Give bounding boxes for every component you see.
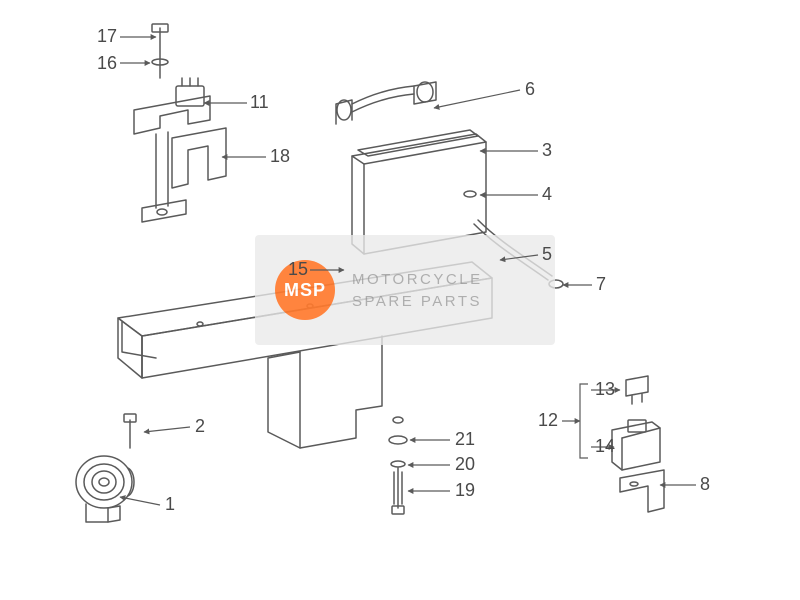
watermark-logo-text: MSP: [284, 280, 326, 300]
part-bracket-18: [172, 128, 226, 188]
callout-8: 8: [700, 474, 710, 494]
callout-17: 17: [97, 26, 117, 46]
watermark: MSP MOTORCYCLE SPARE PARTS: [255, 235, 555, 345]
exploded-diagram: MSP MOTORCYCLE SPARE PARTS 1716111863457…: [0, 0, 800, 600]
callout-20: 20: [455, 454, 475, 474]
callout-18: 18: [270, 146, 290, 166]
callout-bracket-12: [580, 384, 588, 458]
part-fuse-13: [626, 376, 648, 404]
part-screw-17: [152, 24, 168, 78]
callout-13: 13: [595, 379, 615, 399]
part-horn-1: [76, 456, 134, 522]
callout-1: 1: [165, 494, 175, 514]
callout-4: 4: [542, 184, 552, 204]
callout-19: 19: [455, 480, 475, 500]
callout-21: 21: [455, 429, 475, 449]
callout-16: 16: [97, 53, 117, 73]
part-strap-6: [336, 82, 436, 124]
callout-2: 2: [195, 416, 205, 436]
leader-1: [120, 497, 160, 505]
callout-14: 14: [595, 436, 615, 456]
part-bracket-8: [620, 470, 664, 512]
leader-6: [434, 90, 520, 108]
part-screw-19: [389, 436, 407, 514]
callout-7: 7: [596, 274, 606, 294]
callout-3: 3: [542, 140, 552, 160]
callout-11: 11: [250, 92, 269, 112]
leader-2: [144, 427, 190, 432]
callout-5: 5: [542, 244, 552, 264]
part-fuse-holder-14: [612, 420, 660, 470]
callout-12: 12: [538, 410, 558, 430]
watermark-line1: MOTORCYCLE: [352, 271, 483, 288]
watermark-line2: SPARE PARTS: [352, 293, 482, 310]
callout-15: 15: [288, 259, 308, 279]
callout-6: 6: [525, 79, 535, 99]
part-screw-2: [124, 414, 136, 448]
